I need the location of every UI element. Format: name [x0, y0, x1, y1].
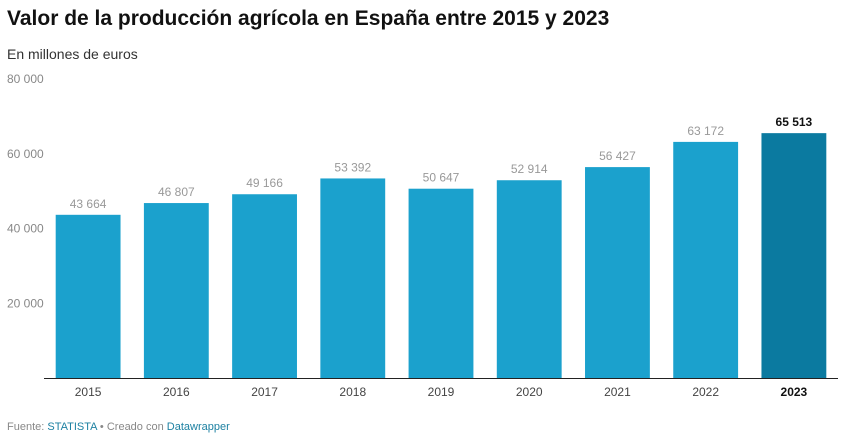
bar-2015	[55, 214, 121, 378]
value-label-2023: 65 513	[776, 115, 813, 129]
datawrapper-link[interactable]: Datawrapper	[166, 421, 230, 433]
y-tick-label: 60 000	[7, 147, 44, 161]
value-label-2016: 46 807	[158, 185, 195, 199]
source-prefix: Fuente:	[7, 421, 48, 433]
y-tick-label: 80 000	[7, 72, 44, 86]
bar-2020	[496, 180, 562, 378]
x-tick-label-2018: 2018	[339, 385, 366, 399]
value-label-2020: 52 914	[511, 162, 548, 176]
credit-separator: • Creado con	[96, 421, 167, 433]
value-label-2019: 50 647	[423, 171, 460, 185]
y-axis-ticks: 20 000 40 000 60 000 80 000	[7, 72, 44, 310]
chart-subtitle: En millones de euros	[7, 46, 138, 62]
value-label-2017: 49 166	[246, 176, 283, 190]
source-link[interactable]: STATISTA	[47, 421, 97, 433]
x-tick-label-2016: 2016	[163, 385, 190, 399]
bar-2018	[320, 178, 386, 378]
y-tick-label: 40 000	[7, 222, 44, 236]
y-tick-label: 20 000	[7, 296, 44, 310]
x-tick-label-2017: 2017	[251, 385, 278, 399]
bar-2019	[408, 188, 474, 378]
value-labels: 43 664 46 807 49 166 53 392 50 647 52 914 56 4…	[70, 115, 813, 211]
x-tick-label-2023: 2023	[781, 385, 808, 399]
value-label-2022: 63 172	[687, 124, 724, 138]
x-tick-label-2022: 2022	[692, 385, 719, 399]
bar-2021	[585, 167, 650, 378]
bar-2016	[143, 203, 209, 378]
bars	[55, 133, 827, 378]
value-label-2021: 56 427	[599, 149, 636, 163]
x-tick-label-2021: 2021	[604, 385, 631, 399]
x-tick-label-2015: 2015	[75, 385, 102, 399]
x-axis-ticks: 2015 2016 2017 2018 2019 2020 2021 2022 2023	[75, 385, 808, 399]
value-label-2015: 43 664	[70, 197, 107, 211]
x-tick-label-2019: 2019	[428, 385, 455, 399]
bar-2017	[232, 194, 297, 378]
chart-footer: Fuente: STATISTA • Creado con Datawrappe…	[7, 421, 230, 433]
bar-2023	[761, 133, 827, 378]
chart-title: Valor de la producción agrícola en Españ…	[7, 7, 610, 30]
x-tick-label-2020: 2020	[516, 385, 543, 399]
bar-2022	[673, 141, 739, 378]
value-label-2018: 53 392	[334, 160, 371, 174]
